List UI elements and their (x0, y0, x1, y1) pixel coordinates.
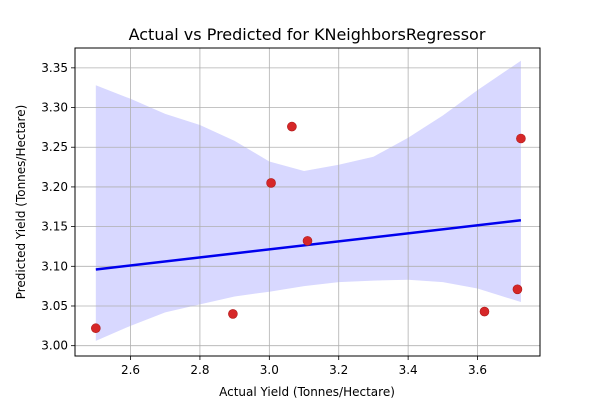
x-tick-label: 2.6 (121, 363, 140, 377)
x-tick-label: 3.4 (399, 363, 418, 377)
data-point (228, 309, 238, 319)
y-axis-ticks: 3.00 3.05 3.10 3.15 3.20 3.25 3.30 3.35 (41, 61, 75, 353)
plot-area (74, 47, 541, 357)
confidence-band-layer (95, 60, 521, 341)
chart-title: Actual vs Predicted for KNeighborsRegres… (129, 25, 486, 44)
scatter-points-layer (91, 121, 526, 334)
data-point (479, 306, 490, 317)
x-tick-label: 3.6 (468, 363, 487, 377)
y-tick-label: 3.35 (41, 61, 68, 75)
y-axis-label: Predicted Yield (Tonnes/Hectare) (14, 105, 28, 300)
data-point (516, 133, 526, 144)
y-tick-label: 3.15 (41, 220, 68, 234)
data-point (266, 178, 276, 188)
y-tick-label: 3.20 (41, 180, 68, 194)
y-tick-label: 3.00 (41, 339, 68, 353)
x-tick-label: 3.0 (260, 363, 279, 377)
confidence-band (95, 60, 521, 341)
y-tick-label: 3.25 (41, 140, 68, 154)
data-point (302, 236, 313, 246)
data-point (512, 284, 523, 295)
y-tick-label: 3.05 (41, 299, 68, 313)
x-tick-label: 3.2 (329, 363, 348, 377)
y-tick-label: 3.30 (41, 101, 68, 115)
x-tick-label: 2.8 (190, 363, 209, 377)
data-point (91, 323, 101, 334)
plot-frame (74, 47, 541, 357)
grid-layer (75, 48, 540, 356)
y-tick-label: 3.10 (41, 259, 68, 273)
x-axis-ticks: 2.6 2.8 3.0 3.2 3.4 3.6 (121, 356, 487, 377)
data-point (287, 121, 297, 132)
x-axis-label: Actual Yield (Tonnes/Hectare) (219, 385, 395, 399)
